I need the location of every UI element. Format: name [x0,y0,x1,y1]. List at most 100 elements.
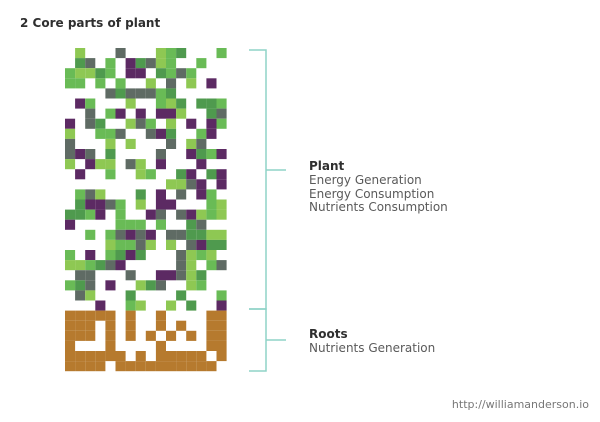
plant-pixel [125,138,136,149]
plant-pixel [176,250,187,261]
root-pixel [196,351,207,362]
plant-pixel [75,68,86,79]
plant-pixel [145,78,156,89]
plant-pixel [125,118,136,129]
plant-pixel [125,98,136,109]
plant-pixel [95,68,106,79]
plant-pixel [75,270,86,281]
plant-pixel [105,250,116,261]
plant-pixel [75,199,86,210]
root-pixel [206,330,217,341]
plant-pixel [75,48,86,59]
plant-pixel [145,229,156,240]
plant-pixel [115,88,126,99]
root-pixel [176,351,187,362]
plant-pixel [186,209,197,220]
plant-pixel [105,88,116,99]
plant-pixel [196,138,207,149]
plant-pixel [85,98,96,109]
plant-pixel [85,189,96,200]
plant-pixel [75,78,86,89]
plant-pixel [85,58,96,69]
plant-pixel [186,250,197,261]
plant-pixel [105,128,116,139]
plant-pixel [206,78,217,89]
plant-pixel [105,280,116,291]
plant-pixel [155,189,166,200]
plant-pixel [186,280,197,291]
root-pixel [125,310,136,321]
plant-pixel [105,239,116,250]
plant-pixel [115,250,126,261]
plant-pixel [125,270,136,281]
plant-pixel [186,270,197,281]
plant-pixel [135,219,146,230]
plant-pixel [196,270,207,281]
plant-line-2: Energy Consumption [309,186,435,201]
plant-pixel [135,280,146,291]
plant-line-3: Nutrients Consumption [309,200,448,214]
root-pixel [166,361,177,372]
root-pixel [216,330,227,341]
plant-pixel [135,189,146,200]
plant-pixel [216,229,227,240]
plant-pixel [135,239,146,250]
plant-pixel [65,68,76,79]
root-pixel [75,361,86,372]
plant-pixel [65,149,76,160]
plant-pixel [85,229,96,240]
plant-pixel [206,169,217,180]
plant-pixel [135,159,146,170]
plant-pixel [206,149,217,160]
root-pixel [75,351,86,362]
plant-pixel [95,209,106,220]
plant-pixel [176,290,187,301]
plant-pixel [206,209,217,220]
plant-pixel [75,209,86,220]
plant-pixel [135,229,146,240]
root-pixel [186,361,197,372]
root-pixel [95,361,106,372]
root-pixel [85,361,96,372]
plant-pixel [196,159,207,170]
plant-pixel [166,179,177,190]
plant-pixel [216,209,227,220]
root-pixel [216,340,227,351]
root-pixel [105,340,116,351]
plant-pixel [115,108,126,119]
plant-pixel [166,128,177,139]
root-pixel [65,351,76,362]
plant-pixel [216,179,227,190]
plant-pixel [125,159,136,170]
plant-pixel [115,219,126,230]
plant-pixel [196,179,207,190]
plant-pixel [145,128,156,139]
roots-heading: Roots [309,327,348,341]
plant-pixel [186,149,197,160]
plant-pixel [176,229,187,240]
plant-pixel [206,260,217,271]
credit-link[interactable]: http://williamanderson.io [451,398,589,411]
root-pixel [135,351,146,362]
plant-pixel [196,98,207,109]
plant-pixel [85,290,96,301]
plant-pixel [95,128,106,139]
root-pixel [125,361,136,372]
plant-pixel [85,270,96,281]
plant-pixel [206,108,217,119]
plant-pixel [145,58,156,69]
plant-pixel [105,58,116,69]
plant-pixel [196,149,207,160]
plant-pixel [155,159,166,170]
plant-pixel [176,68,187,79]
root-pixel [196,361,207,372]
plant-pixel [155,199,166,210]
plant-pixel [216,260,227,271]
plant-pixel [75,58,86,69]
plant-pixel [216,290,227,301]
plant-pixel [155,128,166,139]
root-pixel [145,330,156,341]
plant-pixel [75,189,86,200]
plant-pixel [176,108,187,119]
root-pixel [75,330,86,341]
